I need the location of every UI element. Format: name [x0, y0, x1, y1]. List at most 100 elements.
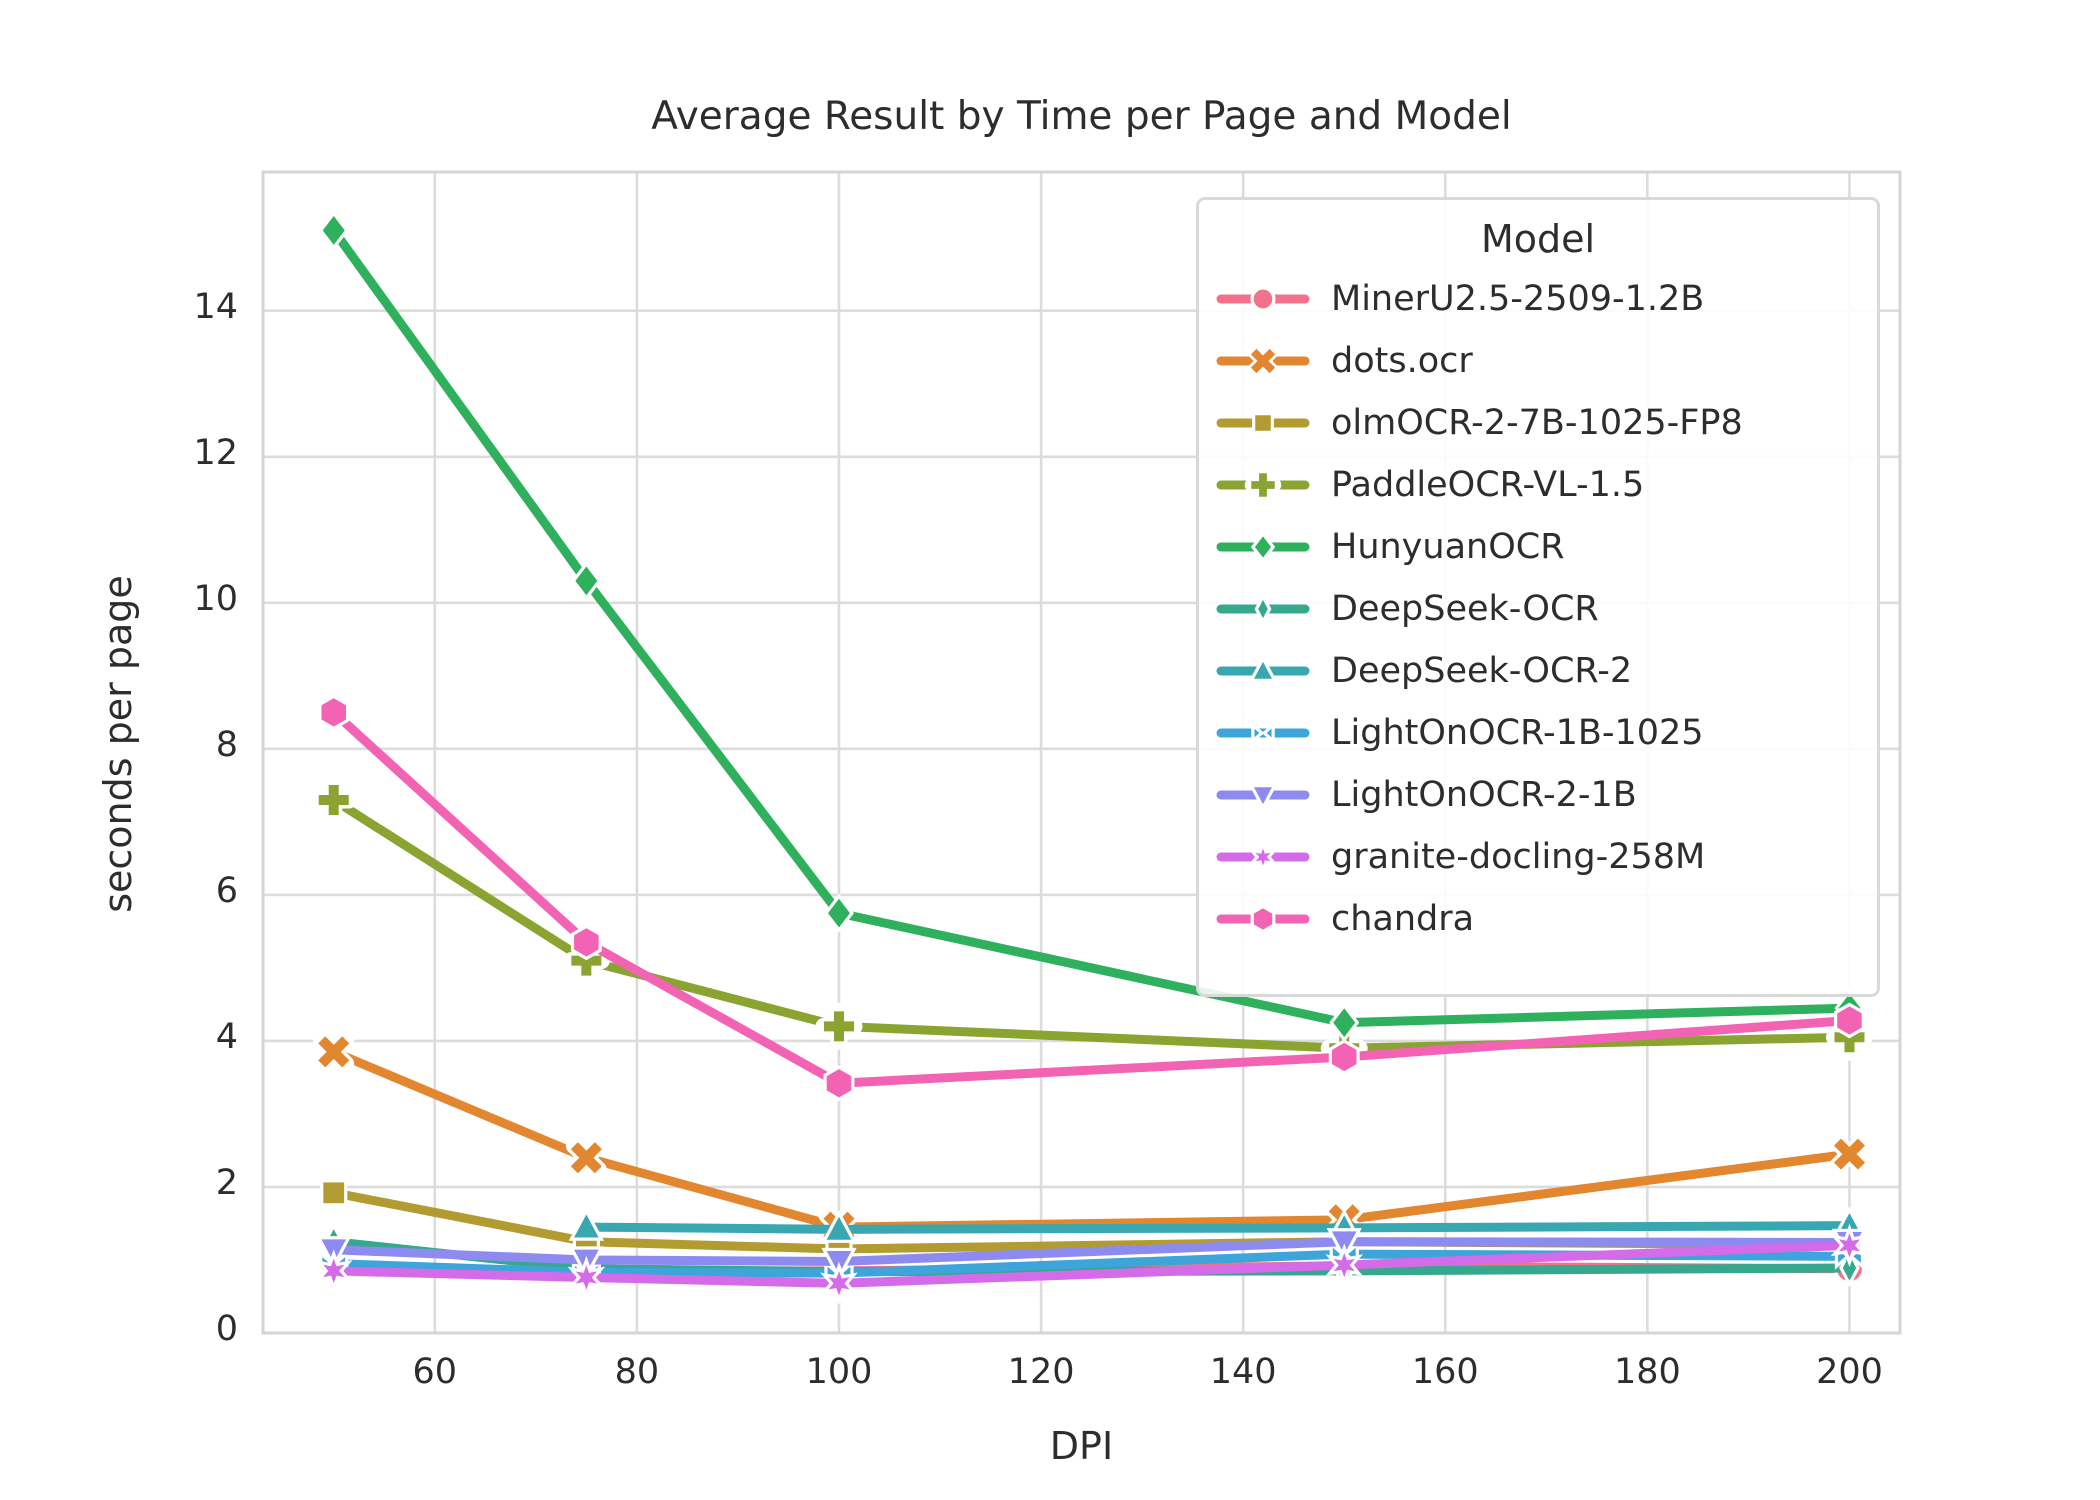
legend-item-chandra: chandra [1199, 888, 1877, 950]
data-point [567, 1255, 606, 1300]
legend-marker [1247, 345, 1279, 377]
legend-swatch-icon [1216, 721, 1310, 745]
data-point [320, 1179, 348, 1207]
legend-marker [1250, 904, 1276, 934]
plus-marker-icon [1251, 473, 1275, 497]
diamond-marker-icon [318, 210, 349, 251]
legend-item-granite-docling-258M: granite-docling-258M [1199, 826, 1877, 888]
legend-label: LightOnOCR-1B-1025 [1331, 713, 1704, 753]
data-point [821, 1209, 857, 1243]
legend-box: Model MinerU2.5-2509-1.2B dots.ocr olmOCR-… [1196, 197, 1880, 997]
y-tick-label: 10 [193, 578, 238, 619]
data-point [313, 1031, 355, 1073]
chart-line-dots.ocr [329, 1047, 1854, 1232]
x-marker-icon [1833, 1138, 1866, 1170]
hexagon-marker-icon [318, 694, 350, 731]
legend-item-PaddleOCR-VL-1.5: PaddleOCR-VL-1.5 [1199, 454, 1877, 516]
x-marker-icon [570, 1142, 602, 1174]
legend-marker [1254, 593, 1272, 625]
plot-border [261, 170, 1902, 1335]
star6-marker-icon [314, 1249, 353, 1293]
legend-label: chandra [1331, 899, 1475, 939]
y-tick-label: 8 [215, 724, 238, 765]
legend-swatch-icon [1216, 531, 1310, 563]
diamond-marker-icon [1329, 1003, 1360, 1043]
legend-label: HunyuanOCR [1331, 527, 1565, 567]
legend-label: dots.ocr [1331, 341, 1473, 381]
x-tick-label: 160 [1411, 1352, 1479, 1392]
data-point [571, 561, 602, 601]
legend-label: LightOnOCR-2-1B [1331, 775, 1637, 815]
legend-rows: MinerU2.5-2509-1.2B dots.ocr olmOCR-2-7B-1… [1199, 268, 1877, 950]
legend-marker [1248, 655, 1278, 682]
y-tick-label: 12 [193, 432, 238, 473]
legend-swatch-icon [1216, 412, 1310, 434]
plus-marker-icon [823, 1011, 854, 1042]
data-point [820, 1261, 858, 1306]
legend-marker [1247, 838, 1279, 876]
triangle-up-marker-icon [1248, 655, 1278, 682]
legend-item-olmOCR-2-7B-1025-FP8: olmOCR-2-7B-1025-FP8 [1199, 392, 1877, 454]
legend-swatch-icon [1216, 655, 1310, 682]
thin-diamond-marker-icon [1254, 593, 1272, 625]
legend-item-MinerU2.5-2509-1.2B: MinerU2.5-2509-1.2B [1199, 268, 1877, 330]
legend-label: granite-docling-258M [1331, 837, 1706, 877]
legend-item-dots.ocr: dots.ocr [1199, 330, 1877, 392]
data-point [568, 1207, 605, 1241]
data-point [314, 1249, 353, 1293]
legend-item-DeepSeek-OCR-2: DeepSeek-OCR-2 [1199, 640, 1877, 702]
legend-marker [1251, 721, 1275, 745]
x-tick-label: 200 [1816, 1352, 1883, 1392]
chart-line-DeepSeek-OCR-2 [581, 1221, 1854, 1234]
triangle-up-marker-icon [568, 1207, 605, 1241]
y-tick-label: 14 [193, 286, 238, 327]
triangle-down-marker-icon [1248, 784, 1278, 811]
data-point [823, 893, 854, 933]
x-tick-label: 100 [805, 1352, 873, 1392]
legend-marker [1244, 466, 1282, 504]
bowtie-marker-icon [1251, 721, 1265, 745]
data-point [310, 776, 358, 824]
circle-marker-icon [1250, 286, 1276, 312]
data-point [1328, 1039, 1360, 1075]
square-marker-icon [1252, 412, 1274, 434]
data-point [570, 924, 602, 961]
hexagon-marker-icon [823, 1065, 855, 1102]
x-axis-label: DPI [1049, 1424, 1114, 1468]
star6-marker-icon [1830, 1223, 1869, 1268]
legend-label: DeepSeek-OCR [1331, 589, 1599, 629]
legend-swatch-icon [1216, 838, 1310, 876]
data-point [318, 694, 350, 731]
legend-label: MinerU2.5-2509-1.2B [1331, 279, 1705, 319]
hexagon-marker-icon [570, 924, 602, 961]
x-tick-label: 180 [1613, 1352, 1681, 1392]
legend-label: DeepSeek-OCR-2 [1331, 651, 1633, 691]
data-point [1830, 1223, 1869, 1268]
diamond-marker-icon [823, 893, 854, 933]
legend-item-HunyuanOCR: HunyuanOCR [1199, 516, 1877, 578]
legend-swatch-icon [1216, 466, 1310, 504]
hexagon-marker-icon [1328, 1039, 1360, 1075]
y-tick-label: 4 [215, 1016, 238, 1057]
y-tick-label: 2 [215, 1162, 238, 1203]
legend-swatch-icon [1216, 593, 1310, 625]
data-point [1834, 1002, 1865, 1039]
star6-marker-icon [820, 1261, 858, 1306]
legend-marker [1248, 784, 1278, 811]
hexagon-marker-icon [1834, 1002, 1865, 1039]
legend-swatch-icon [1216, 904, 1310, 934]
data-point [318, 210, 349, 251]
plus-marker-icon [318, 784, 349, 815]
legend-title: Model [1480, 217, 1596, 261]
data-point [1329, 1003, 1360, 1043]
x-tick-label: 80 [614, 1352, 660, 1392]
star6-marker-icon [1247, 838, 1279, 876]
square-marker-icon [320, 1179, 348, 1207]
legend-item-DeepSeek-OCR: DeepSeek-OCR [1199, 578, 1877, 640]
star6-marker-icon [1325, 1243, 1364, 1287]
bowtie-marker-icon [1261, 721, 1275, 745]
legend-marker [1252, 412, 1274, 434]
hexagon-marker-icon [1250, 904, 1276, 934]
x-tick-label: 140 [1209, 1352, 1277, 1392]
